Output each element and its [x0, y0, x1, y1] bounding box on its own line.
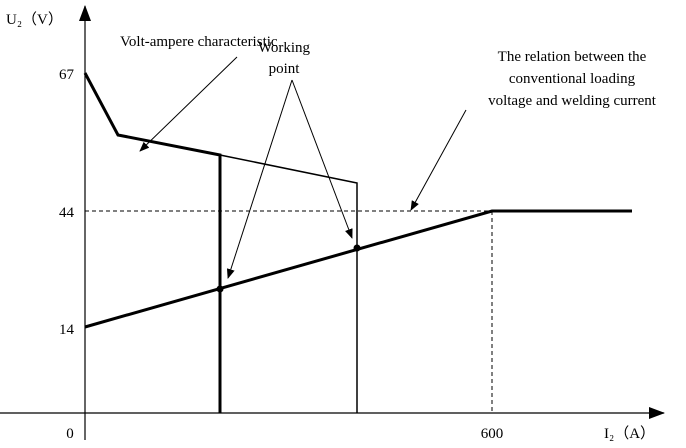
y-tick-label: 44	[59, 205, 75, 221]
x-axis-label: I₂（A）	[604, 425, 655, 442]
annotation: conventional loading	[509, 71, 636, 87]
annotation: The relation between the	[498, 49, 647, 65]
load-line	[84, 209, 632, 329]
annotation: Working	[258, 40, 311, 56]
arrow	[226, 79, 293, 279]
arrow	[410, 109, 467, 211]
characteristic-thick	[83, 72, 222, 413]
y-axis-label: U₂（V）	[6, 11, 63, 28]
x-tick-label: 0	[66, 426, 74, 442]
annotation: voltage and welding current	[488, 93, 657, 109]
arrow	[139, 56, 238, 152]
annotation: Volt-ampere characteristic	[120, 34, 278, 50]
x-tick-label: 600	[481, 426, 504, 442]
annotation: point	[269, 61, 301, 77]
y-tick-label: 14	[59, 322, 75, 338]
y-tick-label: 67	[59, 67, 75, 83]
working-point	[353, 244, 361, 252]
arrow	[291, 79, 353, 239]
characteristic-thin	[219, 154, 358, 413]
working-point	[216, 285, 224, 293]
